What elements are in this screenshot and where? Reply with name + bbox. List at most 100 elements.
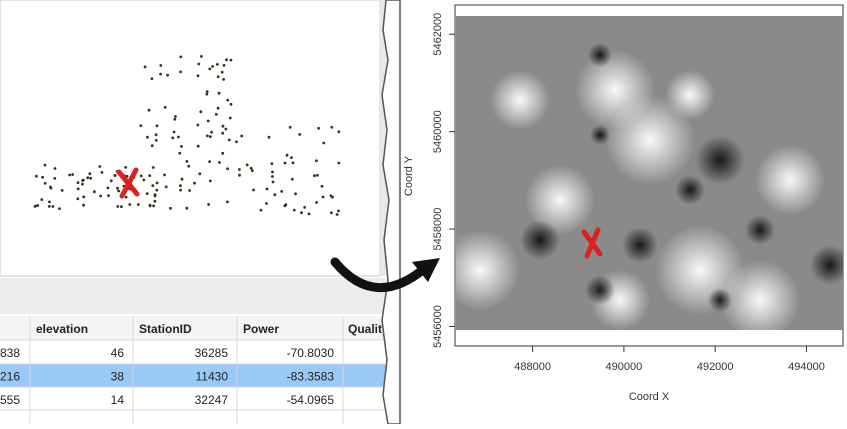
map-point [265,187,269,191]
map-point [270,162,274,166]
table-cell: 46 [111,346,125,360]
map-point [81,182,84,186]
map-point [148,174,152,178]
map-point [116,186,119,190]
map-point [164,185,168,189]
scrollbar[interactable] [379,0,389,276]
map-point [124,166,128,169]
map-point [71,173,74,176]
selected-row[interactable] [0,364,386,387]
map-point [228,116,232,120]
y-tick-label: 5456000 [432,305,444,348]
table-cell: -70.8030 [287,346,335,360]
map-point [216,75,220,78]
map-point [208,67,212,71]
map-point [147,108,151,112]
map-point [238,168,241,171]
map-point [47,205,51,208]
map-point [329,194,333,198]
map-point [81,179,84,182]
arrow-head [412,258,440,282]
raster-dark [695,135,745,185]
raster-dark [708,288,732,312]
x-tick-label: 494000 [788,361,825,373]
map-point [229,102,233,106]
map-point [179,70,183,74]
map-point [206,134,209,138]
map-point [205,90,209,93]
map-point [320,184,324,188]
map-point [36,204,40,207]
map-point [199,110,203,114]
map-point [337,161,341,165]
map-point [317,126,320,130]
map-point [216,63,219,66]
map-point [169,206,172,210]
table-cell: 0838 [0,346,20,360]
map-point [139,124,143,127]
map-point [43,181,47,185]
map-point [53,167,57,170]
table-grid [0,316,390,424]
map-point [224,127,228,131]
map-point [68,173,71,177]
map-point [173,117,177,121]
map-point [271,175,274,178]
map-point [185,160,189,163]
raster-dark [622,227,658,263]
column-header[interactable]: elevation [36,322,88,336]
map-point [330,125,334,129]
map-point [216,106,220,110]
map-point [40,198,44,202]
map-point [196,123,200,127]
map-point [124,195,128,199]
map-point [99,194,102,198]
map-point [196,74,200,78]
map-point [221,124,225,128]
map-point [283,161,287,165]
column-header[interactable]: StationID [139,322,192,336]
map-point [252,188,255,192]
map-point [285,153,289,157]
map-point [136,203,140,206]
table-cell: -54.0965 [287,393,335,407]
map-point [98,165,102,168]
raster-light [720,260,800,330]
map-point [280,190,284,193]
x-tick-label: 488000 [514,361,551,373]
map-point [292,208,296,212]
y-axis-label: Coord Y [403,155,415,196]
map-point [315,201,318,204]
raster-light [456,230,520,310]
table-cell: 14 [111,393,125,407]
arrow [330,257,430,293]
map-point [222,64,226,67]
map-point [337,209,340,213]
map-point [154,133,158,137]
map-point [113,174,117,177]
map-point [226,167,230,171]
map-point [154,139,158,142]
map-point [117,189,121,193]
map-point [180,145,183,148]
table-cell: -83.3583 [287,370,335,384]
raster-dark [810,245,843,285]
map-point [177,135,180,139]
map-point [222,78,226,81]
map-point [163,105,167,109]
map-point [337,130,341,134]
map-point [146,135,149,139]
y-tick-label: 5458000 [432,208,444,251]
x-tick-label: 492000 [697,361,734,373]
map-point [155,188,159,192]
map-point [207,203,211,206]
table-cell: 38 [111,370,125,384]
map-point [226,200,229,204]
map-point [313,174,316,178]
column-header[interactable]: Power [243,322,279,336]
map-point [174,115,177,118]
map-point [82,203,85,207]
column-header[interactable]: Quality [348,322,389,336]
map-point [166,73,170,77]
y-tick-label: 5462000 [432,13,444,56]
